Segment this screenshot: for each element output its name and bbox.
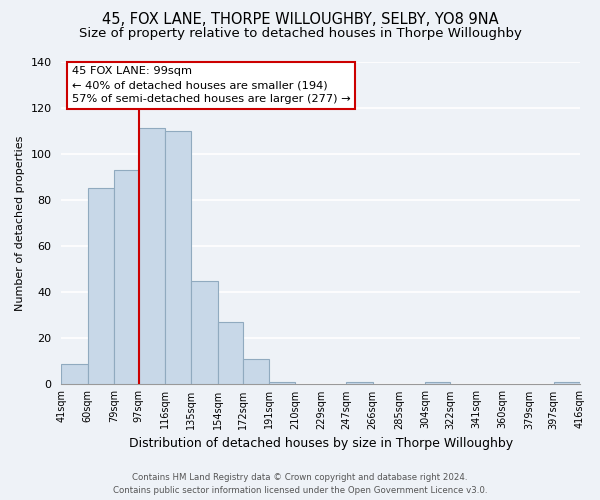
Text: Size of property relative to detached houses in Thorpe Willoughby: Size of property relative to detached ho… — [79, 28, 521, 40]
Bar — [269, 382, 295, 384]
Text: 45, FOX LANE, THORPE WILLOUGHBY, SELBY, YO8 9NA: 45, FOX LANE, THORPE WILLOUGHBY, SELBY, … — [101, 12, 499, 28]
Bar — [191, 280, 218, 384]
Bar — [425, 382, 450, 384]
Bar — [242, 359, 269, 384]
Bar — [61, 364, 88, 384]
Bar — [346, 382, 373, 384]
Bar — [88, 188, 114, 384]
Bar — [554, 382, 580, 384]
Text: 45 FOX LANE: 99sqm
← 40% of detached houses are smaller (194)
57% of semi-detach: 45 FOX LANE: 99sqm ← 40% of detached hou… — [72, 66, 350, 104]
Bar — [165, 130, 191, 384]
Text: Contains HM Land Registry data © Crown copyright and database right 2024.
Contai: Contains HM Land Registry data © Crown c… — [113, 474, 487, 495]
Bar — [114, 170, 139, 384]
X-axis label: Distribution of detached houses by size in Thorpe Willoughby: Distribution of detached houses by size … — [128, 437, 513, 450]
Y-axis label: Number of detached properties: Number of detached properties — [15, 136, 25, 310]
Bar — [139, 128, 165, 384]
Bar — [218, 322, 242, 384]
